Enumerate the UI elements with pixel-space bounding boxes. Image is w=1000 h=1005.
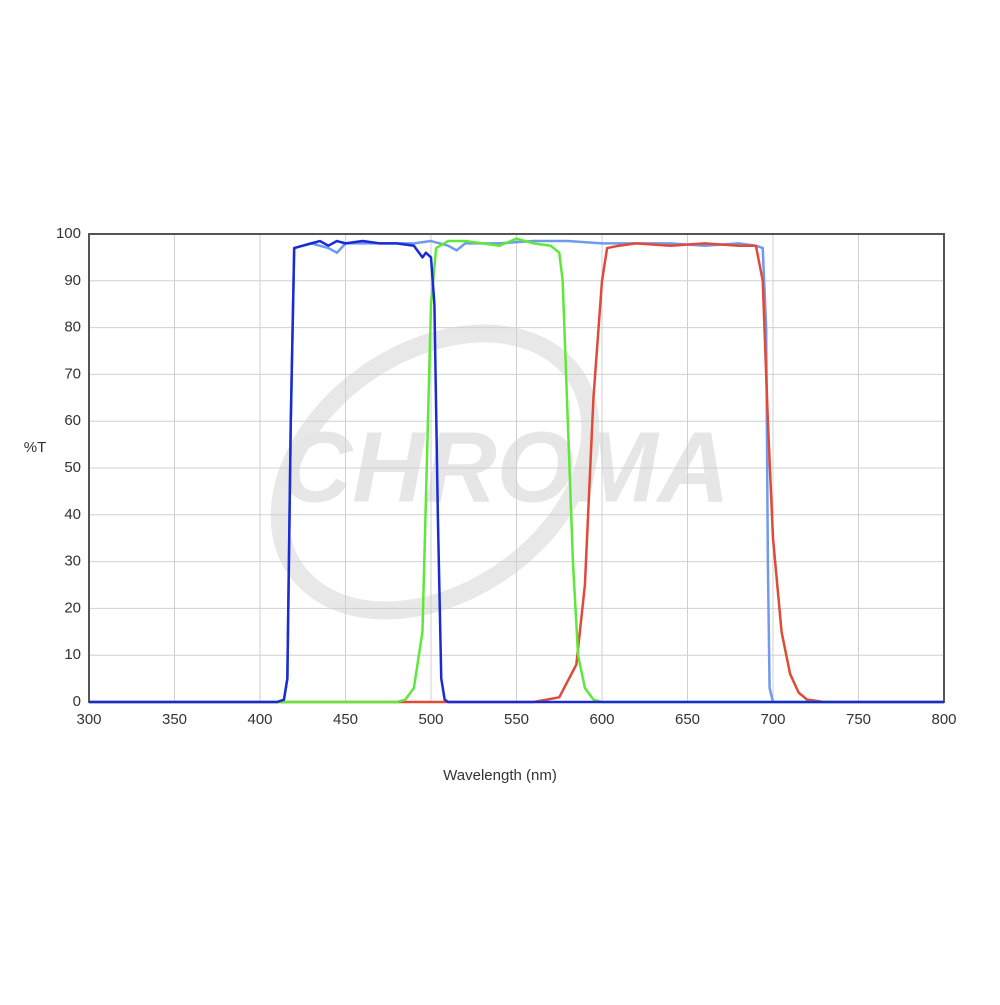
watermark-text: CHROMA xyxy=(280,411,730,523)
y-tick-label: 90 xyxy=(64,272,81,289)
y-tick-label: 0 xyxy=(73,693,81,710)
y-tick-label: 80 xyxy=(64,319,81,336)
watermark: CHROMA xyxy=(270,324,730,620)
x-tick-label: 600 xyxy=(589,711,614,728)
series-line xyxy=(89,237,944,704)
y-tick-label: 100 xyxy=(56,225,81,242)
y-tick-label: 60 xyxy=(64,412,81,429)
x-tick-label: 300 xyxy=(76,711,101,728)
y-tick-label: 40 xyxy=(64,506,81,523)
x-tick-label: 450 xyxy=(333,711,358,728)
y-tick-label: 10 xyxy=(64,646,81,663)
y-tick-label: 30 xyxy=(64,553,81,570)
x-tick-label: 750 xyxy=(846,711,871,728)
x-tick-label: 800 xyxy=(931,711,956,728)
x-tick-label: 700 xyxy=(760,711,785,728)
x-axis-label: Wavelength (nm) xyxy=(443,767,557,784)
x-tick-label: 350 xyxy=(162,711,187,728)
y-axis-label: %T xyxy=(24,439,47,456)
y-tick-label: 70 xyxy=(64,365,81,382)
x-tick-label: 650 xyxy=(675,711,700,728)
x-tick-label: 550 xyxy=(504,711,529,728)
y-tick-label: 20 xyxy=(64,599,81,616)
x-tick-label: 400 xyxy=(247,711,272,728)
series-line xyxy=(89,242,944,704)
x-tick-label: 500 xyxy=(418,711,443,728)
y-tick-label: 50 xyxy=(64,459,81,476)
series-line xyxy=(89,239,944,704)
